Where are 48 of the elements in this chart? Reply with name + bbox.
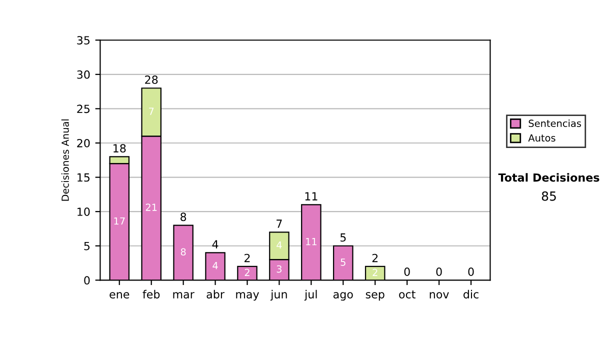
data-label: 2 bbox=[372, 268, 378, 276]
legend-label: Sentencias bbox=[528, 119, 582, 128]
total-label: 2 bbox=[244, 254, 250, 262]
y-tick-label: 15 bbox=[78, 173, 90, 182]
y-tick-label: 5 bbox=[84, 242, 90, 250]
y-axis-title: Decisiones Anual bbox=[61, 119, 69, 201]
x-tick-label: sep bbox=[366, 292, 384, 301]
data-label: 3 bbox=[276, 265, 282, 273]
x-tick-label: ago bbox=[333, 292, 353, 301]
x-tick-label: ene bbox=[110, 292, 130, 298]
x-tick-label: feb bbox=[142, 290, 160, 298]
y-tick-label: 25 bbox=[77, 104, 90, 114]
data-label: 21 bbox=[146, 204, 157, 211]
total-label: 5 bbox=[340, 233, 346, 242]
data-label: 11 bbox=[306, 238, 316, 246]
legend-label: Autos bbox=[528, 134, 556, 142]
x-tick-label: oct bbox=[399, 290, 416, 298]
x-tick-label: may bbox=[236, 292, 260, 301]
x-tick-label: abr bbox=[206, 290, 224, 298]
y-tick-label: 20 bbox=[77, 138, 90, 148]
total-label: 4 bbox=[212, 240, 218, 248]
total-label: 18 bbox=[114, 144, 126, 152]
y-tick-label: 35 bbox=[77, 36, 90, 44]
x-tick-label: dic bbox=[464, 290, 478, 298]
total-label: 7 bbox=[276, 220, 282, 228]
data-label: 2 bbox=[244, 268, 250, 276]
data-label: 5 bbox=[340, 258, 346, 266]
y-tick-label: 0 bbox=[84, 276, 90, 285]
total-label: 2 bbox=[372, 254, 378, 262]
total-label: 8 bbox=[180, 212, 186, 222]
x-tick-label: jun bbox=[270, 290, 287, 301]
total-label: 0 bbox=[436, 268, 442, 276]
y-tick-label: 10 bbox=[78, 208, 90, 216]
text: 85 bbox=[542, 191, 556, 201]
total-label: 0 bbox=[404, 268, 410, 276]
y-tick-label: 30 bbox=[77, 70, 90, 79]
data-label: 17 bbox=[114, 217, 125, 225]
x-tick-label: jul bbox=[304, 290, 317, 301]
text: Total Decisiones bbox=[498, 173, 600, 182]
total-label: 28 bbox=[145, 76, 158, 84]
data-label: 4 bbox=[276, 241, 282, 249]
x-tick-label: nov bbox=[430, 292, 449, 298]
data-label: 8 bbox=[180, 248, 186, 256]
data-label: 4 bbox=[212, 262, 218, 270]
data-label: 7 bbox=[149, 108, 154, 115]
total-label: 11 bbox=[305, 192, 318, 200]
total-label: 0 bbox=[468, 268, 474, 276]
x-tick-label: mar bbox=[173, 292, 194, 298]
